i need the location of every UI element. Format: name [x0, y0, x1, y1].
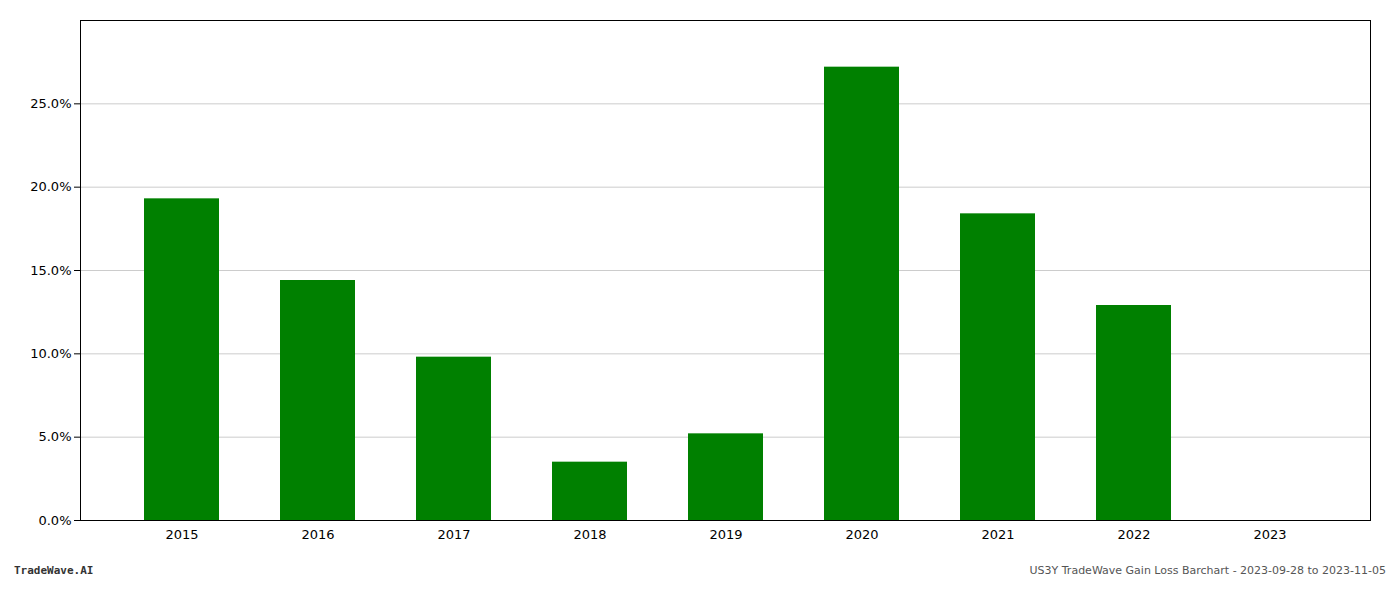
- svg-text:2015: 2015: [165, 527, 198, 542]
- svg-text:25.0%: 25.0%: [30, 96, 71, 111]
- html-text:US3Y TradeWave Gain Loss Barch: US3Y TradeWave Gain Loss Barchart - 2023…: [1029, 564, 1386, 577]
- svg-text:2021: 2021: [981, 527, 1014, 542]
- svg-text:2016: 2016: [301, 527, 334, 542]
- svg-text:15.0%: 15.0%: [30, 263, 71, 278]
- svg-text:2022: 2022: [1117, 527, 1150, 542]
- svg-text:10.0%: 10.0%: [30, 346, 71, 361]
- svg-text:2020: 2020: [845, 527, 878, 542]
- svg-text:5.0%: 5.0%: [38, 429, 71, 444]
- html-text:TradeWave.AI: TradeWave.AI: [14, 564, 94, 577]
- svg-text:0.0%: 0.0%: [38, 513, 71, 528]
- svg-text:2023: 2023: [1253, 527, 1286, 542]
- svg-text:2019: 2019: [709, 527, 742, 542]
- svg-text:2018: 2018: [573, 527, 606, 542]
- svg-text:2017: 2017: [437, 527, 470, 542]
- svg-text:20.0%: 20.0%: [30, 179, 71, 194]
